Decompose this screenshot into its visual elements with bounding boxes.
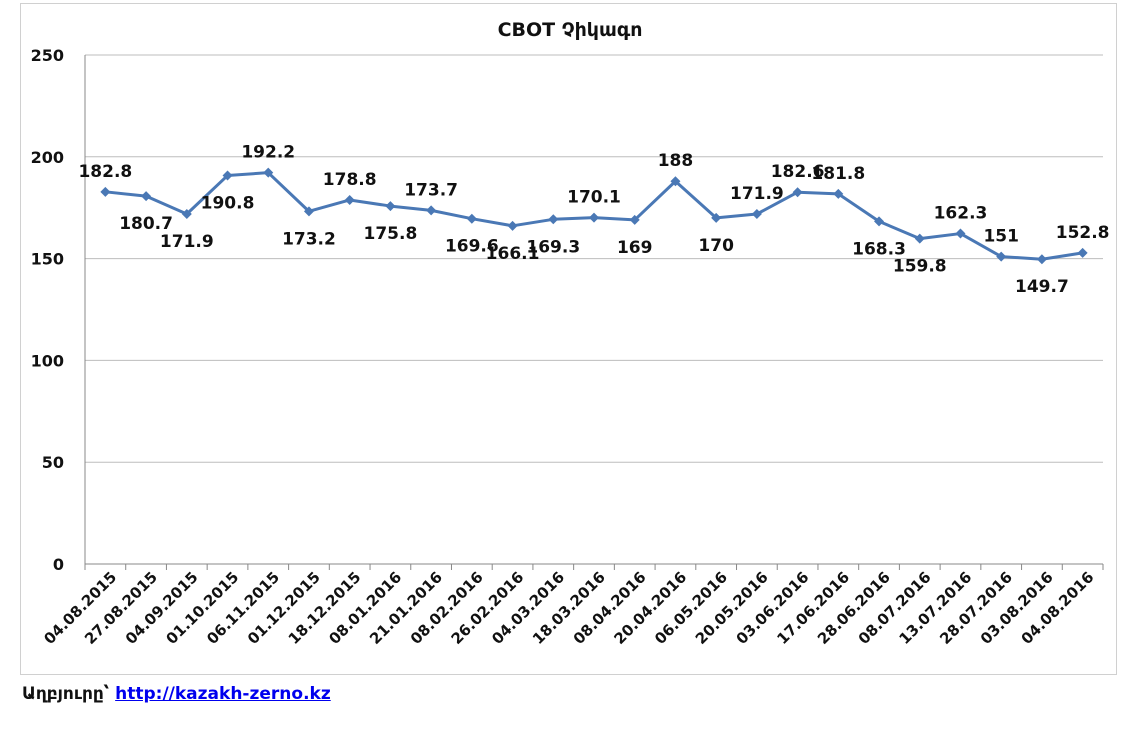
- data-label: 149.7: [1015, 277, 1069, 297]
- y-tick-label: 150: [31, 250, 64, 269]
- data-point: [996, 251, 1007, 262]
- data-point: [548, 214, 559, 225]
- data-label: 178.8: [323, 170, 377, 190]
- data-point: [100, 186, 111, 197]
- data-point: [1077, 247, 1088, 258]
- data-point: [833, 188, 844, 199]
- data-label: 182.6: [771, 162, 825, 182]
- data-label: 181.8: [811, 164, 865, 184]
- data-point: [670, 176, 681, 187]
- data-point: [914, 233, 925, 244]
- source-label: Աղբյուրը՝: [22, 684, 110, 704]
- data-point: [222, 170, 233, 181]
- data-point: [1036, 254, 1047, 265]
- data-point: [466, 213, 477, 224]
- chart-frame: [20, 3, 1117, 675]
- data-point: [751, 209, 762, 220]
- series-line: [100, 167, 1088, 265]
- data-labels: 182.8180.7171.9190.8192.2173.2178.8175.8…: [78, 143, 1109, 298]
- data-label: 173.2: [282, 229, 336, 249]
- data-point: [507, 220, 518, 231]
- data-label: 170: [698, 236, 734, 256]
- y-tick-label: 0: [53, 555, 64, 574]
- data-point: [344, 194, 355, 205]
- y-tick-label: 100: [31, 351, 64, 370]
- x-axis: 04.08.201527.08.201504.09.201501.10.2015…: [40, 564, 1104, 648]
- data-label: 162.3: [934, 204, 988, 224]
- data-point: [955, 228, 966, 239]
- gridlines: [84, 54, 1103, 565]
- data-label: 169: [617, 238, 653, 258]
- source-note: Աղբյուրը՝ http://kazakh-zerno.kz: [22, 684, 331, 704]
- data-label: 159.8: [893, 257, 947, 277]
- data-label: 192.2: [241, 143, 295, 163]
- data-point: [385, 201, 396, 212]
- data-point: [303, 206, 314, 217]
- data-label: 151: [983, 227, 1019, 247]
- data-label: 166.1: [486, 244, 540, 264]
- data-label: 152.8: [1056, 223, 1110, 243]
- y-axis: 0 50 100 150 200 250: [31, 46, 64, 574]
- data-label: 171.9: [730, 184, 784, 204]
- data-point: [589, 212, 599, 223]
- data-label: 175.8: [364, 224, 418, 244]
- data-label: 180.7: [119, 214, 173, 234]
- data-point: [426, 205, 437, 216]
- data-point: [141, 191, 152, 202]
- data-label: 168.3: [852, 239, 906, 259]
- source-link[interactable]: http://kazakh-zerno.kz: [115, 684, 331, 704]
- data-label: 171.9: [160, 232, 214, 252]
- data-point: [792, 187, 803, 198]
- data-label: 169.6: [445, 237, 499, 257]
- data-point: [181, 209, 192, 220]
- data-point: [874, 216, 885, 227]
- data-label: 173.7: [404, 180, 458, 200]
- data-point: [711, 212, 722, 223]
- data-label: 190.8: [201, 194, 255, 214]
- y-tick-label: 200: [31, 148, 64, 167]
- data-label: 188: [658, 151, 694, 171]
- y-tick-label: 250: [31, 46, 64, 65]
- data-label: 169.3: [526, 237, 580, 257]
- data-point: [263, 167, 274, 178]
- data-point: [629, 214, 640, 225]
- x-tick-label: 04.08.2016: [1018, 568, 1098, 648]
- chart-title: CBOT Չիկագո: [498, 19, 643, 41]
- data-label: 182.8: [78, 162, 132, 182]
- data-label: 170.1: [567, 188, 621, 208]
- y-tick-label: 50: [42, 453, 64, 472]
